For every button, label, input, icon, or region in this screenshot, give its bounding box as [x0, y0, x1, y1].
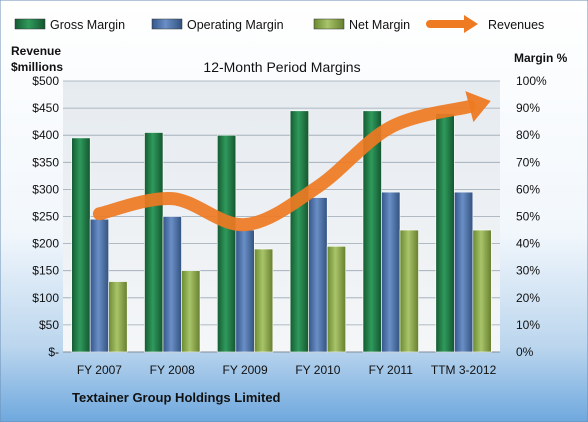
operating-margin-bar [89, 218, 109, 353]
net-margin-bar [181, 270, 201, 353]
revenue-arrowhead [465, 91, 491, 123]
left-axis-title-line2: $millions [11, 60, 63, 74]
x-tick-label: FY 2011 [369, 363, 414, 377]
right-tick-label: 50% [516, 210, 540, 224]
right-tick-label: 90% [516, 101, 540, 115]
left-tick-label: $500 [32, 74, 59, 88]
gross-margin-bar [289, 110, 309, 353]
legend-swatch [151, 18, 183, 30]
net-margin-bar [326, 246, 346, 353]
left-tick-label: $100 [32, 291, 59, 305]
legend-item-operating-margin: Operating Margin [151, 18, 284, 32]
company-name: Textainer Group Holdings Limited [72, 390, 281, 405]
right-tick-label: 0% [516, 345, 534, 359]
legend-label: Revenues [488, 18, 544, 32]
left-tick-label: $300 [32, 182, 59, 196]
operating-margin-bar [454, 191, 474, 353]
operating-margin-bar [235, 229, 255, 353]
legend-item-revenues: Revenues [426, 15, 544, 33]
right-tick-label: 10% [516, 318, 540, 332]
left-tick-label: $- [48, 345, 59, 359]
right-tick-label: 100% [516, 74, 547, 88]
legend: Gross Margin Operating Margin Net Margin Re… [14, 15, 544, 33]
legend-label: Operating Margin [187, 18, 284, 32]
right-tick-label: 80% [516, 128, 540, 142]
right-tick-label: 60% [516, 182, 540, 196]
left-tick-label: $50 [39, 318, 59, 332]
legend-label: Net Margin [349, 18, 410, 32]
legend-swatch [313, 18, 345, 30]
gross-margin-bar [435, 113, 455, 353]
left-axis-title-line1: Revenue [11, 44, 61, 58]
x-tick-label: FY 2007 [77, 363, 122, 377]
operating-margin-bar [308, 197, 328, 353]
left-tick-label: $250 [32, 210, 59, 224]
axis-ticks: $- 0% $50 10% $100 20% $150 30% $200 40% $250 50% $3… [32, 74, 547, 377]
net-margin-bar [254, 248, 274, 353]
gross-margin-bar [71, 137, 91, 353]
net-margin-bar [399, 229, 419, 353]
operating-margin-bar [381, 191, 401, 353]
left-tick-label: $350 [32, 155, 59, 169]
left-tick-label: $200 [32, 237, 59, 251]
revenue-line-layer [92, 91, 491, 232]
bars [71, 110, 492, 353]
revenue-line [92, 100, 476, 232]
net-margin-bar [472, 229, 492, 353]
right-tick-label: 40% [516, 237, 540, 251]
x-tick-label: FY 2009 [223, 363, 268, 377]
right-axis-title: Margin % [514, 51, 568, 65]
operating-margin-bar [162, 216, 182, 353]
gross-margin-bar [144, 132, 164, 353]
right-tick-label: 20% [516, 291, 540, 305]
right-tick-label: 30% [516, 264, 540, 278]
chart-title: 12-Month Period Margins [203, 59, 360, 75]
x-tick-label: FY 2010 [295, 363, 340, 377]
x-tick-label: TTM 3-2012 [431, 363, 497, 377]
left-tick-label: $400 [32, 128, 59, 142]
legend-arrow [464, 15, 478, 33]
legend-item-gross-margin: Gross Margin [14, 18, 125, 32]
right-tick-label: 70% [516, 155, 540, 169]
legend-label: Gross Margin [50, 18, 125, 32]
gross-margin-bar [217, 134, 237, 353]
net-margin-bar [108, 281, 128, 353]
gridlines [63, 80, 500, 353]
left-tick-label: $150 [32, 264, 59, 278]
legend-swatch [14, 18, 46, 30]
x-tick-label: FY 2008 [150, 363, 195, 377]
legend-item-net-margin: Net Margin [313, 18, 410, 32]
left-tick-label: $450 [32, 101, 59, 115]
